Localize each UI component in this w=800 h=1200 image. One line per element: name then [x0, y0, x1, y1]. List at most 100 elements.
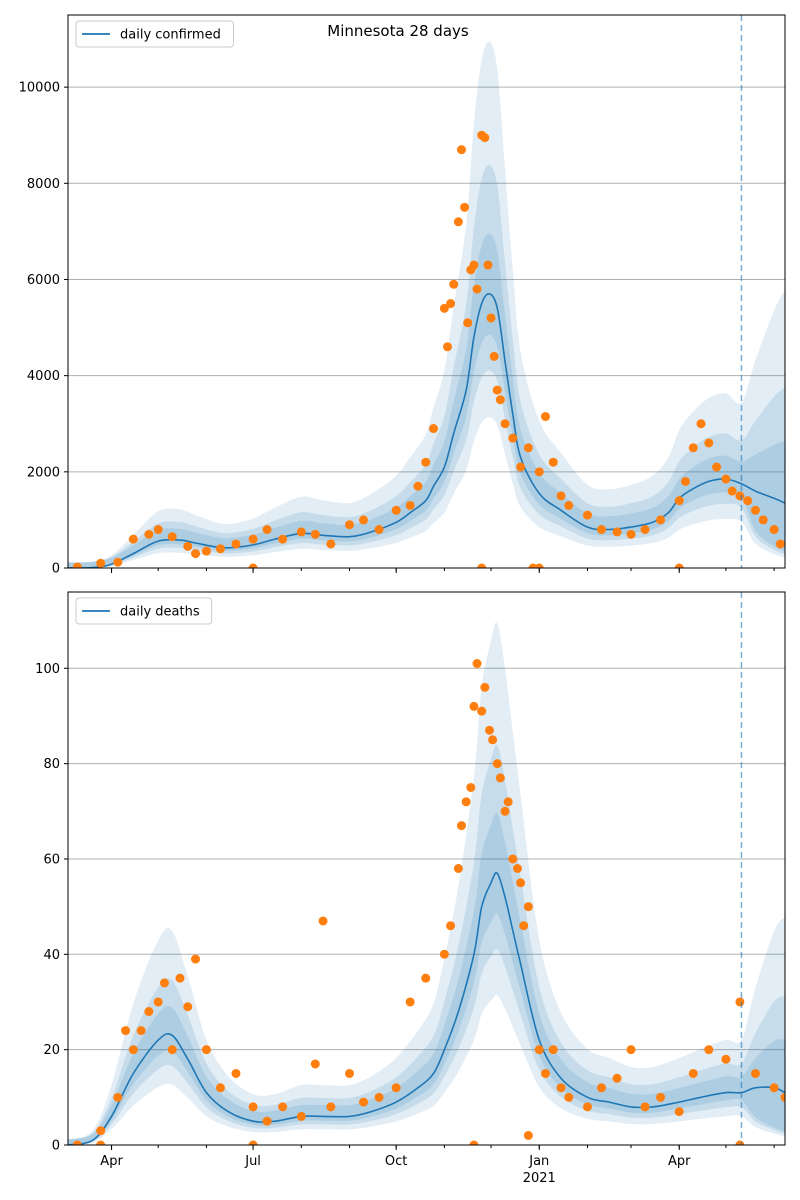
data-point — [516, 462, 526, 472]
data-point — [183, 1002, 193, 1012]
data-point — [480, 682, 490, 692]
data-point — [153, 997, 163, 1007]
x-tick-label: Jul — [244, 1154, 261, 1169]
data-point — [596, 1083, 606, 1093]
data-point — [453, 864, 463, 873]
figure-title: Minnesota 28 days — [327, 22, 469, 40]
data-point — [640, 525, 650, 535]
axes-frame — [67, 14, 786, 569]
data-point — [612, 1073, 622, 1083]
data-point — [472, 284, 482, 294]
data-point — [484, 725, 494, 735]
data-point — [674, 1107, 684, 1117]
data-point — [136, 1026, 146, 1036]
data-point — [231, 539, 241, 549]
data-point — [556, 491, 566, 501]
data-point — [113, 557, 123, 567]
data-point — [310, 529, 320, 539]
data-point — [564, 500, 574, 510]
data-point — [495, 395, 505, 405]
legend-box — [75, 20, 234, 48]
data-point — [439, 949, 449, 959]
data-point — [769, 525, 779, 535]
data-point — [512, 864, 522, 873]
data-point — [469, 701, 479, 711]
data-point — [201, 1045, 211, 1055]
series-line — [68, 871, 785, 1145]
data-point — [721, 474, 731, 484]
data-point — [688, 1068, 698, 1078]
legend: daily deaths — [75, 597, 213, 625]
data-point — [503, 797, 513, 807]
legend-box — [75, 597, 213, 625]
data-point — [446, 299, 456, 309]
data-point — [548, 1045, 558, 1055]
data-point — [391, 1083, 401, 1093]
data-point — [582, 1102, 592, 1112]
chart-panel-2: 0 20 40 60 80 100 Apr Jul Oct Jan Apr 2021 daily dea… — [35, 591, 786, 1186]
data-point — [121, 1026, 131, 1036]
data-point — [656, 515, 666, 525]
data-point — [626, 1045, 636, 1055]
data-point — [439, 303, 449, 313]
data-point — [500, 806, 510, 816]
data-point — [248, 1102, 258, 1112]
x-tick-label: Apr — [668, 1154, 691, 1169]
data-point — [405, 997, 415, 1007]
y-tick-label: 80 — [43, 757, 60, 772]
data-point — [96, 1140, 106, 1145]
data-point — [596, 525, 606, 535]
data-point — [262, 525, 272, 535]
uncertainty-band-3 — [68, 233, 785, 568]
data-point — [582, 510, 592, 520]
data-point — [191, 954, 201, 964]
data-point — [523, 1130, 533, 1140]
y-tick-label: 100 — [35, 662, 60, 677]
data-point — [153, 525, 163, 535]
data-point — [750, 1068, 760, 1078]
data-point — [96, 1126, 106, 1136]
data-point — [96, 558, 106, 568]
y-tick-label: 0 — [52, 1139, 60, 1154]
data-point — [534, 563, 544, 568]
uncertainty-band-1 — [68, 622, 785, 1145]
data-point — [656, 1092, 666, 1102]
data-point — [460, 202, 470, 212]
data-point — [775, 539, 785, 549]
data-point — [310, 1059, 320, 1069]
data-point — [461, 797, 471, 807]
data-point — [735, 997, 745, 1007]
data-point — [612, 527, 622, 537]
data-point — [215, 544, 225, 554]
data-point — [508, 433, 518, 443]
data-point — [674, 496, 684, 506]
y-tick-label: 2000 — [27, 465, 60, 480]
data-point — [144, 1007, 154, 1017]
data-point — [721, 1054, 731, 1064]
data-point — [359, 515, 369, 525]
data-point — [391, 505, 401, 515]
data-point — [72, 1140, 82, 1145]
y-tick-label: 0 — [52, 562, 60, 577]
y-tick-label: 40 — [43, 948, 60, 963]
data-point — [446, 921, 456, 931]
data-point — [480, 133, 490, 143]
data-point — [500, 419, 510, 429]
data-point — [626, 529, 636, 539]
data-point — [466, 782, 476, 792]
data-point — [548, 457, 558, 467]
data-point — [175, 973, 185, 983]
data-point — [421, 973, 431, 983]
data-point — [262, 1116, 272, 1126]
y-tick-label: 60 — [43, 852, 60, 867]
data-point — [326, 539, 336, 549]
data-point — [248, 563, 258, 568]
data-point — [564, 1092, 574, 1102]
data-point — [456, 145, 466, 155]
y-tick-label: 8000 — [27, 177, 60, 192]
y-tick-label: 4000 — [27, 369, 60, 384]
axes-frame — [67, 591, 786, 1146]
data-point — [413, 481, 423, 491]
y-tick-label: 10000 — [19, 81, 60, 96]
data-point — [492, 759, 502, 769]
